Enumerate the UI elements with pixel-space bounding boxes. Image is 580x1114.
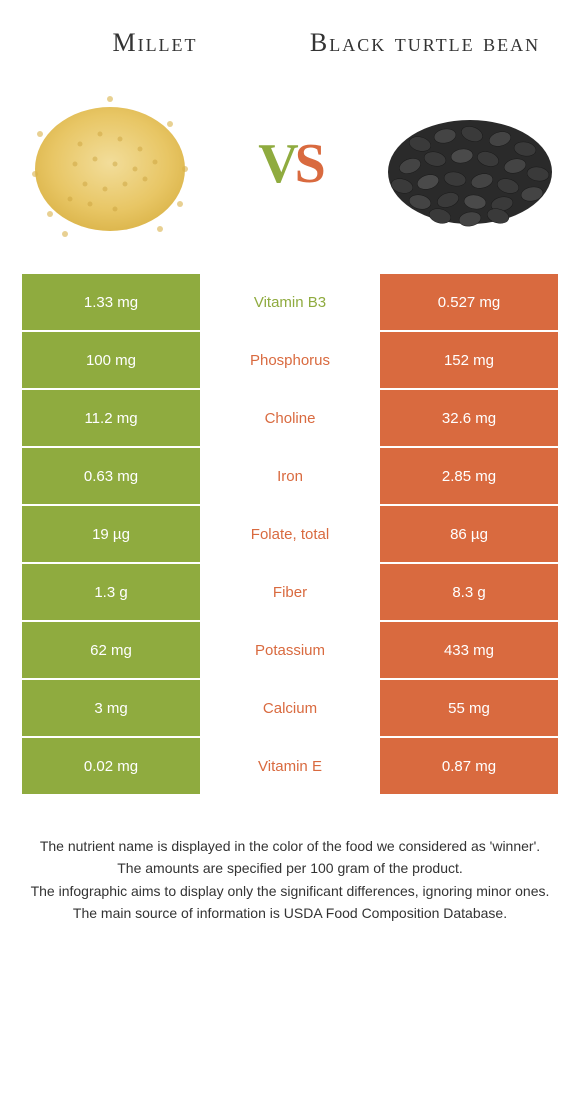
images-row: VS <box>0 68 580 274</box>
nutrient-name: Potassium <box>200 622 380 678</box>
infographic-container: Millet Black turtle bean <box>0 0 580 1114</box>
millet-image <box>20 74 200 254</box>
table-row: 19 µgFolate, total86 µg <box>22 506 558 562</box>
nutrient-name: Iron <box>200 448 380 504</box>
right-value: 8.3 g <box>380 564 558 620</box>
left-value: 11.2 mg <box>22 390 200 446</box>
right-value: 32.6 mg <box>380 390 558 446</box>
footer-line: The main source of information is USDA F… <box>18 903 562 923</box>
table-row: 0.63 mgIron2.85 mg <box>22 448 558 504</box>
left-value: 100 mg <box>22 332 200 388</box>
left-value: 62 mg <box>22 622 200 678</box>
footer-line: The nutrient name is displayed in the co… <box>18 836 562 856</box>
left-value: 0.63 mg <box>22 448 200 504</box>
beans-image <box>380 74 560 254</box>
vs-s: S <box>295 133 322 195</box>
right-value: 433 mg <box>380 622 558 678</box>
right-value: 55 mg <box>380 680 558 736</box>
nutrient-name: Fiber <box>200 564 380 620</box>
right-value: 152 mg <box>380 332 558 388</box>
right-value: 2.85 mg <box>380 448 558 504</box>
food-title-left: Millet <box>20 28 290 58</box>
header: Millet Black turtle bean <box>0 0 580 68</box>
vs-label: VS <box>258 132 322 196</box>
table-row: 100 mgPhosphorus152 mg <box>22 332 558 388</box>
table-row: 11.2 mgCholine32.6 mg <box>22 390 558 446</box>
table-row: 0.02 mgVitamin E0.87 mg <box>22 738 558 794</box>
vs-v: V <box>258 133 294 195</box>
footer-line: The infographic aims to display only the… <box>18 881 562 901</box>
table-row: 1.33 mgVitamin B30.527 mg <box>22 274 558 330</box>
nutrient-name: Calcium <box>200 680 380 736</box>
left-value: 3 mg <box>22 680 200 736</box>
right-value: 86 µg <box>380 506 558 562</box>
left-value: 1.33 mg <box>22 274 200 330</box>
left-value: 19 µg <box>22 506 200 562</box>
footer-line: The amounts are specified per 100 gram o… <box>18 858 562 878</box>
nutrient-name: Choline <box>200 390 380 446</box>
left-value: 1.3 g <box>22 564 200 620</box>
right-value: 0.87 mg <box>380 738 558 794</box>
left-value: 0.02 mg <box>22 738 200 794</box>
nutrient-name: Folate, total <box>200 506 380 562</box>
comparison-table: 1.33 mgVitamin B30.527 mg100 mgPhosphoru… <box>0 274 580 794</box>
right-value: 0.527 mg <box>380 274 558 330</box>
nutrient-name: Phosphorus <box>200 332 380 388</box>
nutrient-name: Vitamin B3 <box>200 274 380 330</box>
nutrient-name: Vitamin E <box>200 738 380 794</box>
table-row: 3 mgCalcium55 mg <box>22 680 558 736</box>
food-title-right: Black turtle bean <box>290 28 560 58</box>
table-row: 62 mgPotassium433 mg <box>22 622 558 678</box>
table-row: 1.3 gFiber8.3 g <box>22 564 558 620</box>
footer-notes: The nutrient name is displayed in the co… <box>0 796 580 923</box>
